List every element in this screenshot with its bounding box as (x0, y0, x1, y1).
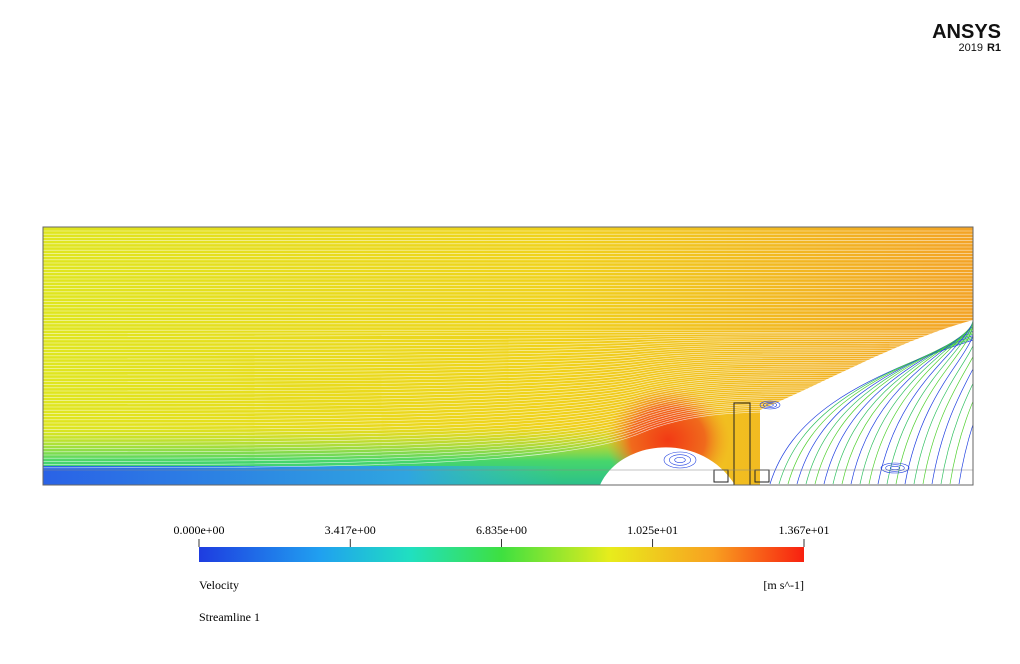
streamline (43, 393, 973, 446)
streamline (43, 389, 973, 440)
streamline (904, 317, 973, 485)
streamline (43, 405, 973, 469)
streamline (868, 323, 973, 485)
streamline (43, 400, 973, 459)
streamline (43, 350, 973, 369)
streamline (43, 379, 973, 421)
legend: 0.000e+00 3.417e+00 6.835e+00 1.025e+01 1.36… (173, 523, 830, 547)
streamline (43, 377, 973, 417)
streamline (43, 396, 973, 453)
streamline (43, 349, 973, 366)
streamline (877, 321, 973, 485)
streamline (43, 368, 973, 401)
streamline (886, 320, 973, 485)
streamline (43, 373, 973, 411)
vortex (885, 464, 905, 472)
streamline (43, 372, 973, 408)
streamline (43, 361, 973, 389)
legend-units: [m s^-1] (763, 578, 804, 592)
tick-label: 1.367e+01 (778, 523, 829, 537)
caption: Streamline 1 (199, 610, 260, 624)
logo-release: R1 (987, 42, 1001, 54)
streamline (43, 382, 973, 427)
streamline (913, 316, 973, 485)
vortex (880, 462, 910, 474)
streamline (958, 308, 973, 485)
streamline (859, 324, 973, 485)
logo-brand: ANSYS (932, 21, 1001, 43)
streamline (43, 386, 973, 433)
streamline (43, 345, 973, 360)
vortex (890, 466, 900, 470)
streamline (43, 370, 973, 405)
color-bar (199, 547, 804, 562)
tick-label: 6.835e+00 (476, 523, 527, 537)
vortex (766, 403, 774, 407)
streamline (43, 340, 973, 350)
streamline (43, 342, 973, 353)
vortex (663, 451, 697, 469)
streamline (43, 331, 973, 334)
logo-year: 2019 (959, 42, 983, 54)
vortex (674, 457, 686, 463)
streamline (940, 311, 973, 485)
tick-label: 1.025e+01 (627, 523, 678, 537)
streamline (43, 363, 973, 392)
streamline (43, 394, 973, 449)
streamline (43, 347, 973, 363)
building (733, 402, 751, 485)
legend-variable: Velocity (199, 578, 239, 592)
streamline (895, 319, 973, 485)
vortex (759, 400, 781, 410)
streamline (43, 398, 973, 456)
streamline (43, 366, 973, 398)
streamline (43, 387, 973, 437)
streamline (43, 356, 973, 379)
streamline (43, 354, 973, 376)
vortex (669, 454, 691, 466)
streamline (43, 359, 973, 385)
streamline (43, 343, 973, 357)
tick-label: 3.417e+00 (325, 523, 376, 537)
tick-label: 0.000e+00 (173, 523, 224, 537)
streamline (850, 326, 973, 485)
streamline (43, 401, 973, 462)
streamline (43, 375, 973, 414)
domain-border (42, 226, 974, 486)
streamline (43, 338, 973, 347)
streamline (43, 391, 973, 443)
streamline (43, 357, 973, 382)
wake-region (600, 447, 735, 485)
streamline (43, 336, 973, 344)
flow-field (43, 227, 973, 485)
streamline (43, 352, 973, 373)
streamline (931, 313, 973, 485)
streamline (43, 335, 973, 341)
streamline (43, 380, 973, 424)
streamline (841, 327, 973, 485)
near-wall (43, 466, 563, 485)
vortex (763, 402, 777, 408)
streamline (922, 314, 973, 485)
streamlines (43, 230, 973, 485)
streamline (43, 365, 973, 395)
streamline (43, 403, 973, 465)
streamline (43, 384, 973, 430)
streamline (949, 310, 973, 485)
